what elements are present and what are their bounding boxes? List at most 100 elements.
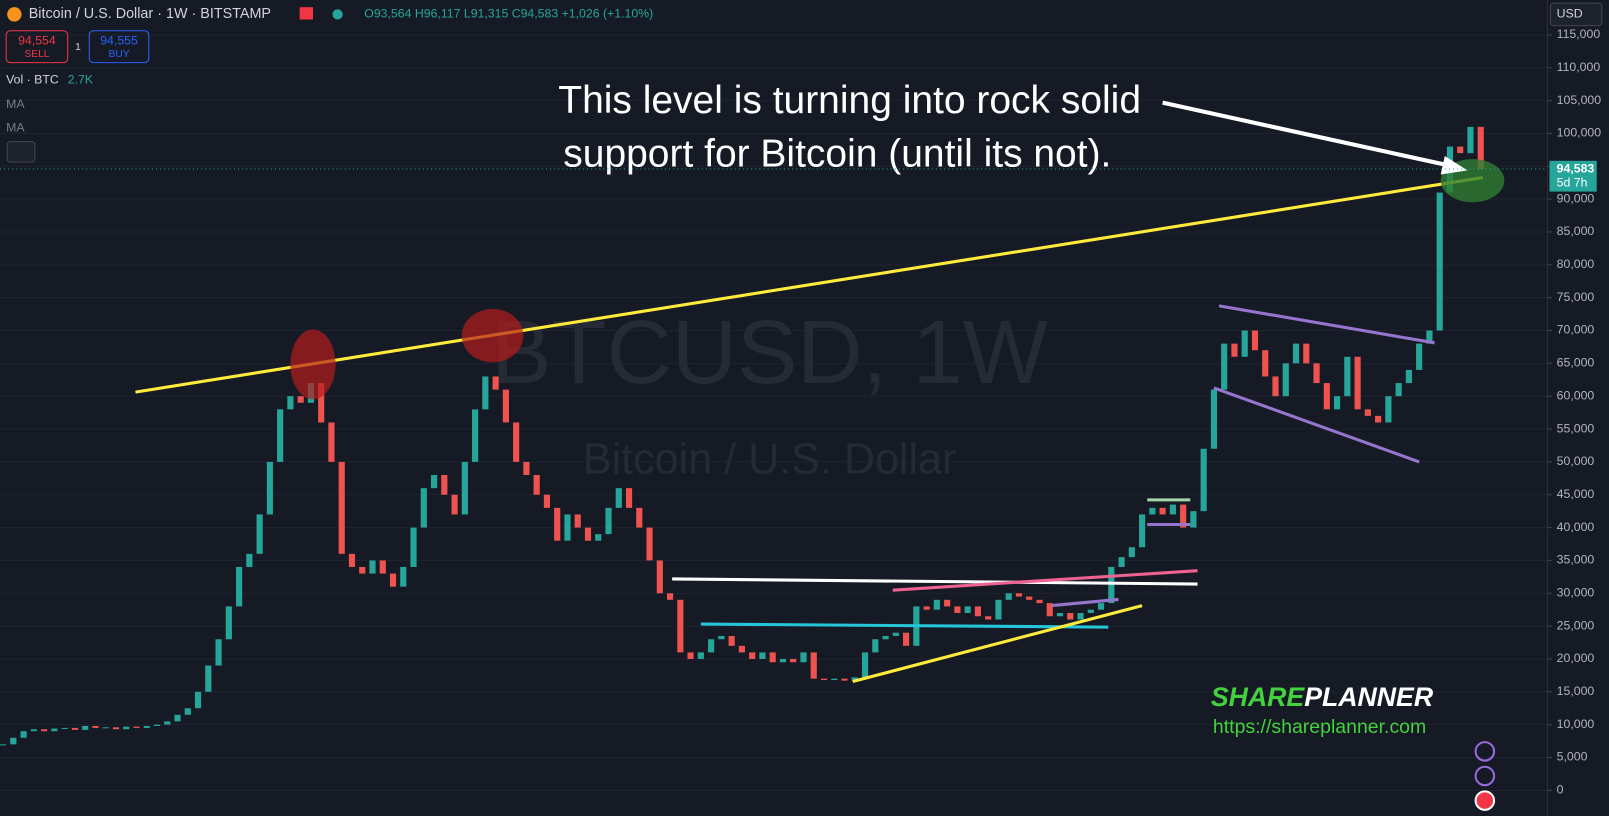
candle: [728, 635, 735, 646]
candle: [841, 678, 848, 681]
y-tick-label: 50,000: [1557, 454, 1595, 468]
trendline: [1218, 304, 1435, 345]
candle: [194, 691, 202, 709]
flag[interactable]: [299, 7, 313, 20]
currency-select[interactable]: [1549, 2, 1603, 27]
candle: [1149, 507, 1156, 515]
candle: [287, 396, 294, 410]
volume-label: Vol · BTC: [6, 72, 59, 86]
annotation: This level is turning into rock solid: [558, 79, 1141, 122]
volume-value: 2.7K: [68, 72, 94, 86]
candle: [1056, 612, 1064, 617]
candle: [564, 514, 571, 541]
candle: [174, 714, 181, 722]
candle: [985, 616, 992, 620]
tool-icon[interactable]: [1474, 790, 1496, 811]
highlight: [290, 329, 336, 400]
y-tick-label: 10,000: [1557, 717, 1595, 731]
candle: [1087, 609, 1094, 613]
highlight: [461, 308, 524, 363]
candle: [164, 721, 171, 725]
candle: [1169, 504, 1176, 515]
candle: [1313, 363, 1320, 384]
candle: [472, 409, 479, 462]
candle: [574, 514, 581, 528]
candle: [1180, 504, 1187, 528]
y-tick-label: 55,000: [1557, 421, 1595, 435]
candle: [1467, 126, 1474, 154]
candle: [1323, 383, 1330, 410]
candle: [20, 731, 27, 738]
candle: [1210, 389, 1218, 449]
candle: [215, 639, 222, 666]
sell-label: SELL: [24, 49, 49, 60]
candle: [1333, 396, 1341, 410]
candle: [451, 494, 458, 515]
candle: [1128, 547, 1135, 558]
candle: [1015, 593, 1023, 597]
candle: [1036, 599, 1043, 604]
candle: [328, 422, 335, 462]
last-price-box: [1549, 160, 1597, 192]
buy-label: BUY: [108, 49, 129, 60]
buy-button[interactable]: [88, 30, 150, 64]
arrow: [1162, 100, 1458, 170]
candle: [1282, 363, 1289, 397]
candle: [482, 376, 489, 410]
candle: [153, 724, 161, 726]
tool-icon[interactable]: [1474, 741, 1496, 762]
candle: [625, 488, 633, 508]
y-tick-label: 115,000: [1557, 27, 1601, 41]
candle: [636, 507, 643, 528]
candle: [1292, 343, 1300, 364]
candle: [430, 475, 438, 489]
candle: [1375, 415, 1382, 423]
y-tick-label: 75,000: [1557, 290, 1595, 304]
y-tick-label: 65,000: [1557, 356, 1595, 370]
candle: [820, 678, 828, 680]
drawings: [135, 100, 1505, 684]
trendline: [135, 176, 1484, 394]
candle: [656, 560, 663, 594]
candle: [256, 514, 263, 554]
candle: [882, 635, 889, 640]
y-tick-label: 30,000: [1557, 586, 1595, 600]
candle: [851, 677, 858, 681]
candle: [1426, 330, 1433, 344]
candle: [974, 606, 981, 617]
candle: [666, 593, 674, 600]
candle: [1097, 603, 1105, 610]
sell-button[interactable]: [5, 30, 69, 64]
candle: [1303, 343, 1310, 364]
trendline: [1051, 597, 1119, 608]
ma-label: MA: [6, 121, 25, 135]
candle: [1067, 612, 1074, 620]
candle: [533, 475, 540, 495]
candle: [338, 461, 345, 554]
candle: [318, 383, 325, 423]
ohlc: O93,564 H96,117 L91,315 C94,583 +1,026 (…: [364, 7, 653, 21]
countdown: 5d 7h: [1557, 176, 1588, 190]
y-tick-label: 5,000: [1557, 750, 1588, 764]
candle: [297, 396, 304, 403]
candle: [225, 606, 232, 640]
candle: [1354, 356, 1361, 410]
trendline: [892, 569, 1198, 592]
sell-price: 94,554: [18, 33, 56, 47]
candle: [872, 639, 879, 653]
tool-icon[interactable]: [1474, 765, 1496, 787]
candle: [1405, 369, 1412, 384]
candle: [513, 422, 520, 462]
y-tick-label: 20,000: [1557, 651, 1595, 665]
trendline: [1213, 386, 1420, 464]
arrow-head: [1440, 156, 1468, 175]
candle: [1436, 192, 1443, 331]
collapse-button[interactable]: [6, 141, 36, 163]
candle: [810, 652, 817, 679]
candle: [1200, 448, 1207, 512]
y-tick-label: 25,000: [1557, 618, 1595, 632]
brand: SHAREPLANNER: [1211, 682, 1434, 712]
candle: [61, 727, 68, 729]
candle: [831, 678, 838, 680]
